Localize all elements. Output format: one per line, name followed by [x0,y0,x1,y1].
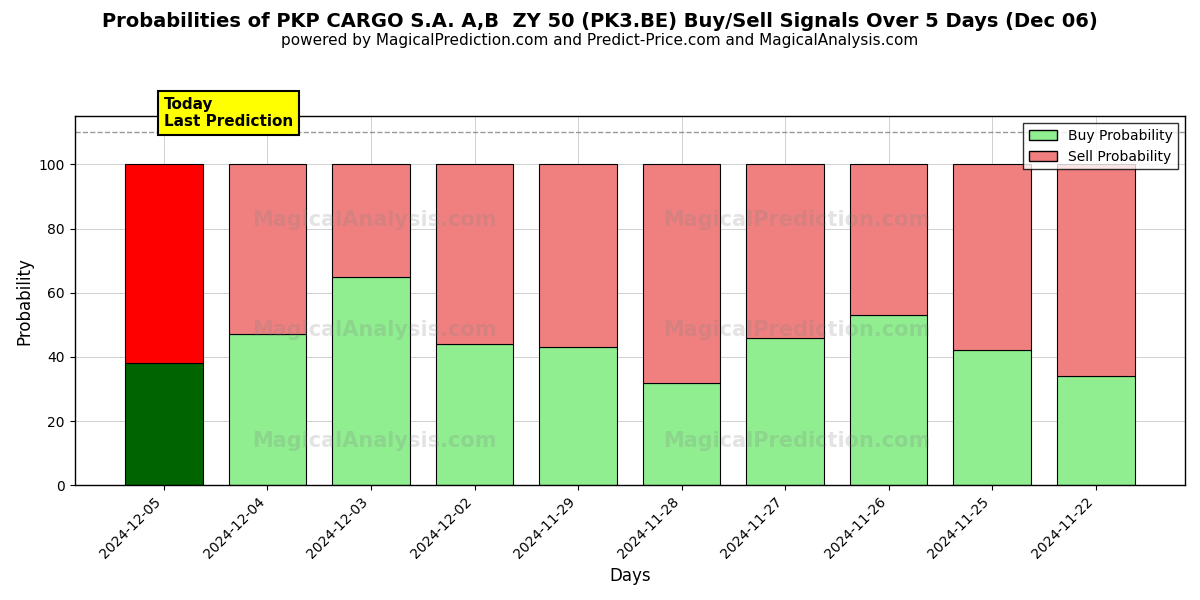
Bar [746,338,824,485]
Text: MagicalAnalysis.com: MagicalAnalysis.com [252,320,497,340]
Bar [1057,376,1134,485]
Text: MagicalPrediction.com: MagicalPrediction.com [662,209,930,230]
Bar [229,164,306,334]
Bar [332,277,410,485]
Bar [643,383,720,485]
Text: Probabilities of PKP CARGO S.A. A,B  ZY 50 (PK3.BE) Buy/Sell Signals Over 5 Days: Probabilities of PKP CARGO S.A. A,B ZY 5… [102,12,1098,31]
Text: MagicalPrediction.com: MagicalPrediction.com [662,431,930,451]
Bar [539,347,617,485]
Y-axis label: Probability: Probability [16,257,34,344]
Bar [125,363,203,485]
Text: powered by MagicalPrediction.com and Predict-Price.com and MagicalAnalysis.com: powered by MagicalPrediction.com and Pre… [281,33,919,48]
Text: MagicalPrediction.com: MagicalPrediction.com [662,320,930,340]
Bar [125,164,203,363]
X-axis label: Days: Days [610,567,650,585]
Text: MagicalAnalysis.com: MagicalAnalysis.com [252,209,497,230]
Bar [953,350,1031,485]
Text: Today
Last Prediction: Today Last Prediction [164,97,293,129]
Legend: Buy Probability, Sell Probability: Buy Probability, Sell Probability [1024,123,1178,169]
Bar [953,164,1031,350]
Bar [746,164,824,338]
Text: MagicalAnalysis.com: MagicalAnalysis.com [252,431,497,451]
Bar [850,164,928,315]
Bar [850,315,928,485]
Bar [643,164,720,383]
Bar [332,164,410,277]
Bar [229,334,306,485]
Bar [436,344,514,485]
Bar [436,164,514,344]
Bar [539,164,617,347]
Bar [1057,164,1134,376]
